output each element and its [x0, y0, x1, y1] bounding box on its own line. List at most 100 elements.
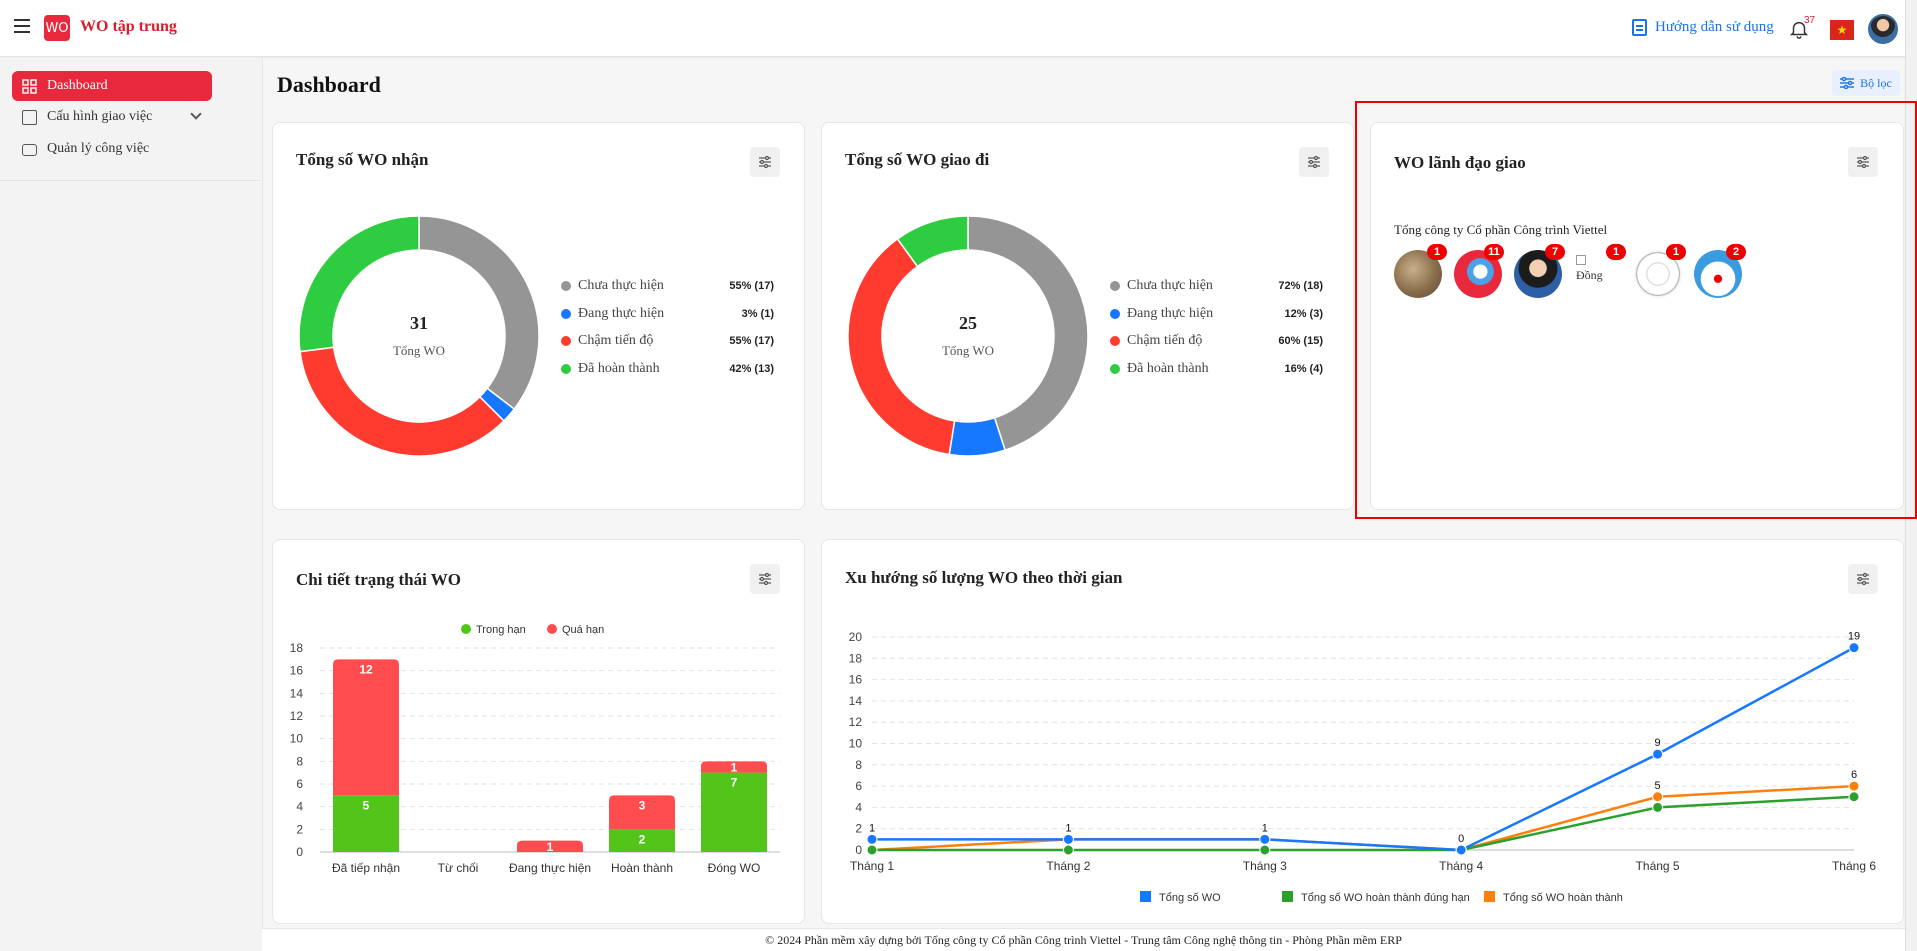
- status-settings-button[interactable]: [750, 564, 780, 594]
- legend-dot: [561, 281, 571, 291]
- line-point[interactable]: [1848, 791, 1860, 803]
- vietnam-flag-icon[interactable]: ★: [1830, 20, 1854, 40]
- sidebar-item-work-management[interactable]: Quản lý công việc: [12, 134, 212, 164]
- bar-segment-in-time[interactable]: [701, 772, 767, 852]
- bar-y-tick: 18: [290, 641, 303, 655]
- line-series-1[interactable]: [872, 795, 1855, 852]
- line-point[interactable]: [1848, 642, 1860, 654]
- legend-item[interactable]: Đang thực hiện 12% (3): [1110, 306, 1323, 322]
- legend-item[interactable]: Chưa thực hiện 72% (18): [1110, 278, 1323, 294]
- line-data-label: 0: [1458, 833, 1464, 845]
- legend-label: Chưa thực hiện: [578, 278, 664, 293]
- line-point[interactable]: [1848, 780, 1860, 792]
- donut-slice-chậm-tiến-độ[interactable]: [299, 346, 505, 457]
- line-point[interactable]: [1259, 833, 1271, 845]
- bar-segment-overdue[interactable]: [609, 795, 675, 830]
- bar-segment-overdue[interactable]: [701, 761, 767, 773]
- line-legend-label: Tổng số WO hoàn thành: [1503, 892, 1623, 904]
- filter-button[interactable]: Bộ lọc: [1832, 70, 1900, 96]
- briefcase-icon: [22, 144, 37, 156]
- received-wo-title: Tổng số WO nhận: [296, 150, 429, 169]
- settings-sliders-icon: [1857, 572, 1869, 586]
- legend-value: 72% (18): [1278, 280, 1323, 292]
- assigned-wo-title: Tổng số WO giao đi: [845, 150, 990, 169]
- bar-y-tick: 6: [296, 777, 303, 791]
- assigned-settings-button[interactable]: [1299, 147, 1329, 177]
- line-point[interactable]: [1455, 844, 1467, 856]
- sidebar-item-task-config[interactable]: Cấu hình giao việc: [12, 102, 212, 132]
- grid-icon: [22, 78, 37, 94]
- line-series-0[interactable]: [872, 646, 1855, 852]
- legend-dot: [561, 336, 571, 346]
- assigned-wo-card: [821, 122, 1354, 510]
- line-legend-swatch: [1484, 891, 1495, 902]
- line-point[interactable]: [1062, 844, 1074, 856]
- bar-y-tick: 12: [290, 709, 303, 723]
- bar-segment-overdue[interactable]: [333, 659, 399, 796]
- line-point[interactable]: [1259, 844, 1271, 856]
- legend-label: Đang thực hiện: [1127, 305, 1214, 321]
- legend-item[interactable]: Đã hoàn thành 16% (4): [1110, 361, 1323, 377]
- assigned-donut-chart: [847, 215, 1089, 457]
- legend-item[interactable]: Đang thực hiện 3% (1): [561, 306, 774, 322]
- bar-x-tick: Đã tiếp nhận: [332, 861, 400, 875]
- bar-legend-item[interactable]: Quá hạn: [547, 624, 604, 636]
- line-point[interactable]: [1062, 833, 1074, 845]
- leader-settings-button[interactable]: [1848, 147, 1878, 177]
- line-y-tick: 10: [849, 737, 863, 751]
- leader-badge: 1: [1666, 244, 1686, 260]
- line-point[interactable]: [1652, 748, 1664, 760]
- donut-slice-chưa-thực-hiện[interactable]: [967, 215, 1089, 452]
- footer: © 2024 Phần mềm xây dựng bởi Tổng công t…: [262, 928, 1905, 951]
- legend-dot: [561, 308, 571, 319]
- donut-slice-đã-hoàn-thành[interactable]: [298, 215, 420, 353]
- menu-icon[interactable]: [14, 19, 30, 33]
- line-x-tick: Tháng 5: [1636, 859, 1680, 873]
- trend-settings-button[interactable]: [1848, 564, 1878, 594]
- donut-slice-đang-thực-hiện[interactable]: [948, 416, 1007, 457]
- bar-y-tick: 8: [296, 754, 303, 768]
- bar-segment-overdue[interactable]: [517, 840, 583, 852]
- app-title[interactable]: WO tập trung: [80, 18, 177, 35]
- chevron-down-icon[interactable]: [190, 108, 202, 120]
- line-point[interactable]: [1652, 791, 1664, 803]
- line-point[interactable]: [1652, 801, 1664, 813]
- line-legend-item[interactable]: Tổng số WO hoàn thành: [1484, 891, 1623, 904]
- donut-slice-chưa-thực-hiện[interactable]: [418, 215, 540, 411]
- legend-item[interactable]: Chưa thực hiện 55% (17): [561, 278, 774, 294]
- leader-badge: 7: [1545, 244, 1565, 260]
- bar-x-tick: Đóng WO: [708, 861, 761, 875]
- bell-icon[interactable]: [1788, 18, 1810, 40]
- bar-segment-in-time[interactable]: [609, 829, 675, 852]
- bar-y-tick: 16: [290, 664, 303, 678]
- scrollbar[interactable]: [1905, 0, 1917, 951]
- help-link[interactable]: Hướng dẫn sử dụng: [1632, 19, 1774, 36]
- legend-item[interactable]: Chậm tiến độ 55% (17): [561, 333, 774, 349]
- document-icon: [1632, 19, 1647, 36]
- broken-image-icon: [1576, 255, 1586, 265]
- bar-x-tick: Đang thực hiện: [509, 861, 591, 875]
- legend-value: 3% (1): [741, 307, 774, 320]
- line-legend-item[interactable]: Tổng số WO hoàn thành đúng hạn: [1282, 891, 1470, 904]
- legend-dot: [1110, 336, 1120, 346]
- received-settings-button[interactable]: [750, 147, 780, 177]
- line-point[interactable]: [866, 833, 878, 845]
- legend-item[interactable]: Chậm tiến độ 60% (15): [1110, 333, 1323, 349]
- sidebar-item-dashboard[interactable]: Dashboard: [12, 71, 212, 101]
- line-y-tick: 14: [849, 694, 863, 708]
- bar-segment-in-time[interactable]: [333, 795, 399, 852]
- donut-slice-đã-hoàn-thành[interactable]: [896, 215, 969, 268]
- bar-data-label: 7: [731, 776, 738, 790]
- legend-item[interactable]: Đã hoàn thành 42% (13): [561, 361, 774, 377]
- line-y-tick: 18: [849, 651, 863, 665]
- bar-data-label: 12: [359, 662, 373, 676]
- leader-wo-card: [1370, 122, 1904, 510]
- legend-dot: [561, 363, 571, 374]
- user-avatar[interactable]: [1868, 14, 1898, 44]
- settings-sliders-icon: [759, 155, 771, 169]
- bar-x-tick: Hoàn thành: [611, 861, 673, 875]
- line-point[interactable]: [866, 844, 878, 856]
- line-legend-item[interactable]: Tổng số WO: [1140, 891, 1221, 904]
- bar-legend-item[interactable]: Trong hạn: [461, 624, 526, 636]
- leader-avatar-broken-image[interactable]: Đồng: [1576, 250, 1624, 298]
